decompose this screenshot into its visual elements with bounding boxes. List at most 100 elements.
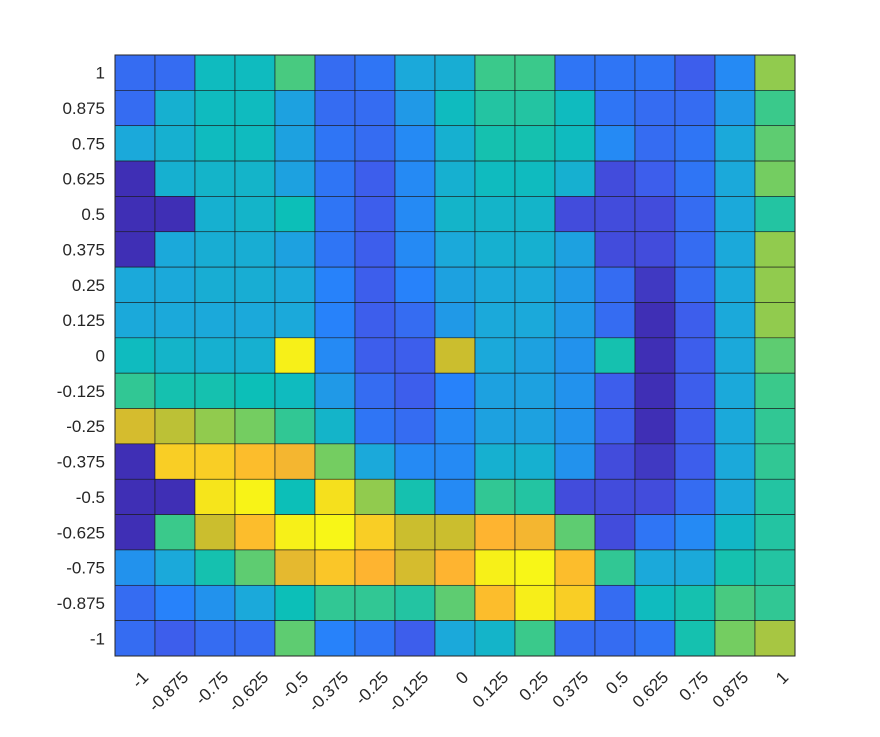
heatmap-cell: [434, 231, 476, 268]
heatmap-cell: [474, 266, 516, 303]
heatmap-cell: [234, 337, 276, 374]
heatmap-cell: [594, 443, 636, 480]
heatmap-cell: [274, 302, 316, 339]
heatmap-cell: [634, 231, 676, 268]
heatmap-cell: [154, 478, 196, 515]
heatmap-cell: [394, 54, 436, 91]
heatmap-cell: [514, 231, 556, 268]
heatmap-cell: [754, 478, 796, 515]
heatmap-cell: [434, 302, 476, 339]
heatmap-cell: [234, 549, 276, 586]
heatmap-cell: [314, 266, 356, 303]
heatmap-cell: [394, 337, 436, 374]
heatmap-cell: [154, 266, 196, 303]
heatmap-cell: [634, 160, 676, 197]
heatmap-cell: [474, 231, 516, 268]
heatmap-cell: [354, 266, 396, 303]
heatmap-cell: [194, 443, 236, 480]
heatmap-cell: [514, 54, 556, 91]
heatmap-cell: [434, 443, 476, 480]
heatmap-cell: [514, 408, 556, 445]
heatmap-cell: [554, 549, 596, 586]
heatmap-cell: [634, 302, 676, 339]
heatmap-cell: [474, 584, 516, 621]
heatmap-cell: [594, 408, 636, 445]
y-axis-tick-labels: 1 0.875 0.75 0.625 0.5 0.375 0.25 0.125 0 -0.125 -…: [57, 64, 105, 649]
heatmap-cell: [554, 408, 596, 445]
heatmap-cell: [714, 90, 756, 126]
heatmap-cell: [114, 266, 156, 303]
heatmap-cell: [554, 90, 596, 126]
heatmap-cell: [514, 196, 556, 233]
heatmap-cell: [434, 160, 476, 197]
heatmap-cell: [594, 620, 636, 657]
heatmap-cell: [514, 372, 556, 409]
heatmap-cell: [394, 302, 436, 339]
heatmap-cell: [274, 408, 316, 445]
y-tick-label: 0.75: [72, 134, 105, 153]
heatmap-cell: [674, 584, 716, 621]
heatmap-cell: [634, 514, 676, 551]
y-tick-label: 0.25: [72, 276, 105, 295]
heatmap-cell: [114, 620, 156, 657]
heatmap-cell: [394, 196, 436, 233]
heatmap-cell: [114, 196, 156, 233]
heatmap-cell: [714, 231, 756, 268]
heatmap-cell: [194, 54, 236, 91]
heatmap-cell: [354, 160, 396, 197]
heatmap-cell: [474, 302, 516, 339]
heatmap-cell: [714, 372, 756, 409]
heatmap-cell: [714, 478, 756, 515]
heatmap-cell: [194, 125, 236, 162]
heatmap-cell: [474, 372, 516, 409]
heatmap-cell: [594, 54, 636, 91]
heatmap-cell: [634, 196, 676, 233]
heatmap-cell: [234, 231, 276, 268]
heatmap-cell: [434, 549, 476, 586]
heatmap-cell: [154, 443, 196, 480]
heatmap-cell: [394, 408, 436, 445]
heatmap-cell: [674, 266, 716, 303]
heatmap-cell: [554, 196, 596, 233]
heatmap-cell: [594, 302, 636, 339]
heatmap-cell: [554, 160, 596, 197]
heatmap-cell: [514, 584, 556, 621]
heatmap-cell: [474, 408, 516, 445]
heatmap-cell: [194, 514, 236, 551]
heatmap-cell: [314, 90, 356, 126]
heatmap-cell: [274, 54, 316, 91]
heatmap-cell: [434, 196, 476, 233]
heatmap-cell: [674, 54, 716, 91]
heatmap-cell: [314, 231, 356, 268]
heatmap-cell: [674, 372, 716, 409]
heatmap-cell: [554, 337, 596, 374]
heatmap-cell: [634, 125, 676, 162]
heatmap-cell: [114, 408, 156, 445]
heatmap-cell: [234, 443, 276, 480]
heatmap-cell: [674, 514, 716, 551]
heatmap-cell: [274, 443, 316, 480]
heatmap-cell: [234, 90, 276, 126]
heatmap-cell: [354, 514, 396, 551]
heatmap-cell: [714, 266, 756, 303]
heatmap-cell: [194, 478, 236, 515]
heatmap-cell: [274, 584, 316, 621]
heatmap-cell: [674, 337, 716, 374]
heatmap-cell: [594, 90, 636, 126]
heatmap-cell: [474, 54, 516, 91]
heatmap-cell: [154, 302, 196, 339]
heatmap-cell: [154, 408, 196, 445]
heatmap-cell: [714, 514, 756, 551]
y-tick-label: 0.5: [81, 205, 105, 224]
heatmap-cell: [354, 302, 396, 339]
heatmap-cell: [594, 549, 636, 586]
heatmap-cell: [634, 54, 676, 91]
heatmap-cell: [114, 90, 156, 126]
heatmap-cell: [394, 372, 436, 409]
heatmap-cell: [754, 196, 796, 233]
heatmap-cell: [634, 549, 676, 586]
heatmap-cell: [354, 549, 396, 586]
heatmap-cell: [114, 584, 156, 621]
heatmap-cell: [474, 549, 516, 586]
